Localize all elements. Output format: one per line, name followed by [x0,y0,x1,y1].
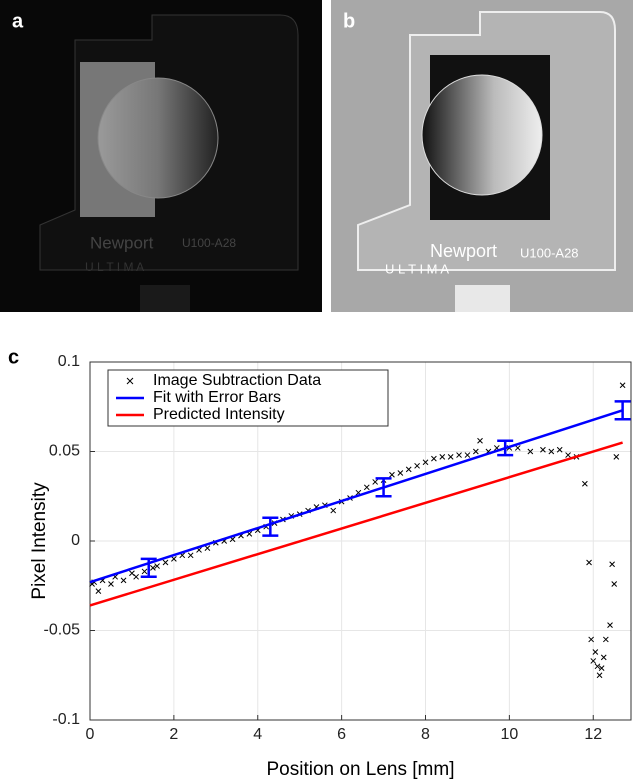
data-point [187,552,194,559]
x-tick-label: 4 [253,726,262,743]
photo-b [331,0,633,312]
data-point [330,507,337,514]
data-point [95,588,102,594]
plot: 0.1 0.05 0 -0.05 -0.1 0 2 4 6 8 10 12 Position on Le… [29,353,632,780]
data-point [588,636,595,643]
x-tick-label: 8 [421,726,430,743]
data-point [389,471,395,478]
photo-text: Newport [430,241,497,261]
error-bar [614,400,631,421]
data-point [600,654,607,661]
error-bar [375,477,392,498]
data-point [540,446,546,453]
data-point [556,446,563,453]
data-point [527,448,534,455]
legend-label: Predicted Intensity [153,406,285,423]
data-point [414,462,420,469]
error-bar [262,516,279,537]
x-tick-label: 0 [86,726,95,743]
data-point [154,563,160,569]
x-tick-label: 10 [500,726,518,743]
data-point [565,452,571,458]
data-point [439,454,446,460]
data-point [586,559,592,566]
photo-text: Newport [90,233,154,252]
data-point [162,559,169,566]
fit-line [89,441,623,607]
data-point [592,649,599,655]
photo-text: U100-A28 [520,245,579,260]
x-tick-label: 6 [337,726,346,743]
data-point [422,459,429,466]
y-tick-label: -0.05 [44,622,81,639]
data-point [607,622,613,628]
data-point [602,636,609,643]
data-point [363,484,370,491]
data-point [405,466,412,473]
error-bar [140,557,157,579]
photo-text: U L T I M A [385,261,449,276]
data-point [548,448,555,455]
x-tick-label: 12 [584,726,602,743]
data-point [611,581,618,587]
data-point [150,564,156,571]
photo-text: U100-A28 [182,236,236,250]
legend-label: Image Subtraction Data [153,372,321,389]
fit-line [89,409,623,584]
photo-text: U L T I M A [85,260,144,274]
data-point [447,454,454,460]
x-tick-label: 2 [169,726,178,743]
photo-a [0,0,322,312]
data-point [594,663,601,670]
panel-label: b [343,10,355,32]
legend-marker [126,377,134,385]
data-point [456,452,462,458]
data-point [372,479,379,485]
legend-label: Fit with Error Bars [153,389,281,406]
panel-label: c [8,346,19,368]
y-tick-label: 0.1 [58,353,80,370]
data-point [133,573,139,580]
data-point [619,382,626,389]
data-point [613,454,620,460]
data-point [598,665,605,671]
data-point [171,556,177,562]
y-tick-label: 0.05 [49,443,80,460]
y-axis-label: Pixel Intensity [29,482,50,600]
data-point [431,455,437,462]
data-point [204,545,211,552]
y-tick-label: 0 [71,532,80,549]
data-point [596,672,603,679]
data-point [464,452,471,458]
panel-label: a [12,10,24,32]
legend-box [107,369,389,427]
data-point [120,577,127,584]
y-tick-label: -0.1 [52,711,80,728]
data-point [397,470,404,476]
data-point [590,658,597,664]
x-axis-label: Position on Lens [mm] [267,759,455,780]
error-bar [497,439,514,457]
data-point [514,445,521,451]
axes-box [89,361,632,721]
data-point [108,581,114,587]
data-point [141,568,148,575]
data-point [609,561,615,568]
data-point [582,480,588,487]
data-point [477,437,483,444]
data-point [472,448,479,455]
